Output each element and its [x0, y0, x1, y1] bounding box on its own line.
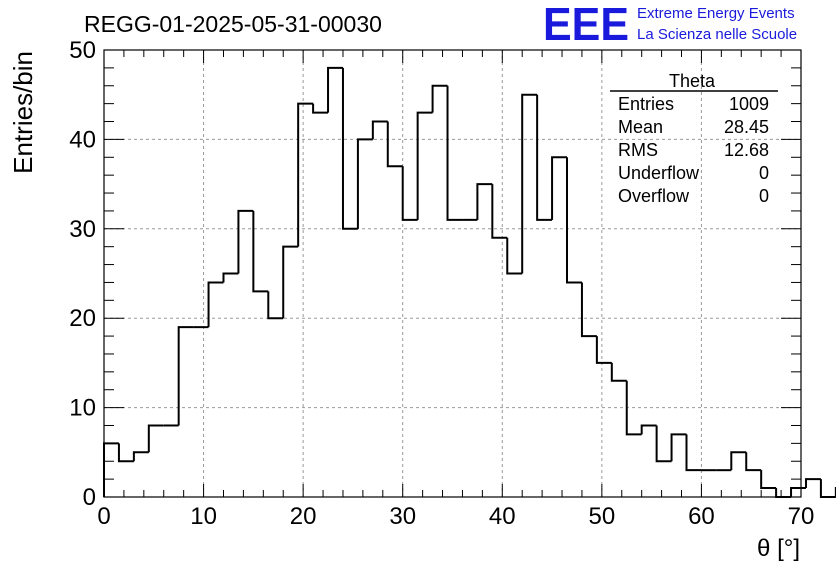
y-tick-label: 10 — [69, 395, 96, 422]
histogram-bin — [745, 452, 762, 472]
y-tick-label: 40 — [69, 126, 96, 153]
histogram-bin — [207, 281, 224, 328]
x-tick-label: 10 — [190, 503, 217, 530]
histogram-bin — [580, 282, 597, 338]
histogram-bin — [760, 470, 777, 490]
eee-logo: EEE Extreme Energy Events La Scienza nel… — [543, 0, 797, 50]
histogram-bin — [341, 67, 358, 230]
histogram-bin — [670, 433, 687, 462]
histogram-bin — [730, 451, 747, 471]
x-tick-label: 50 — [589, 503, 616, 530]
logo-line-1: Extreme Energy Events — [637, 5, 795, 22]
histogram-bin — [386, 121, 403, 168]
histogram-bin — [566, 157, 582, 284]
histogram-bin — [237, 209, 254, 274]
histogram-bin — [536, 94, 553, 221]
x-tick-label: 40 — [489, 503, 516, 530]
logo-line-2: La Scienza nelle Scuole — [637, 26, 797, 43]
histogram-bin — [595, 336, 612, 364]
histogram-bin — [446, 85, 463, 221]
histogram-bin — [819, 479, 836, 498]
histogram-bin — [431, 84, 448, 113]
y-tick-label: 30 — [69, 216, 96, 243]
histogram-bin — [117, 443, 134, 463]
stats-row-label: Underflow — [618, 163, 700, 183]
histogram-bin — [521, 93, 538, 274]
histogram-bin — [416, 111, 433, 220]
x-tick-label: 30 — [389, 503, 416, 530]
y-tick-label: 50 — [69, 37, 96, 64]
y-tick-label: 0 — [83, 484, 96, 511]
histogram-bin — [222, 272, 239, 283]
histogram-bin — [491, 184, 508, 239]
histogram-bin — [610, 362, 627, 382]
histogram-bin — [655, 425, 672, 463]
histogram-bin — [312, 103, 329, 114]
stats-row-label: Mean — [618, 117, 663, 137]
x-tick-label: 0 — [97, 503, 110, 530]
stats-row-label: RMS — [618, 140, 658, 160]
histogram-bin — [371, 120, 388, 140]
histogram-bin — [640, 424, 657, 435]
stats-row-label: Entries — [618, 94, 674, 114]
histogram-bin — [685, 434, 702, 472]
histogram-bin — [252, 210, 269, 293]
histogram-bin — [625, 380, 642, 436]
histogram-bin — [297, 102, 314, 247]
stats-row-value: 0 — [759, 186, 769, 206]
stats-row-label: Overflow — [618, 186, 690, 206]
stats-rows: Entries 1009 Mean 28.45 RMS 12.68 Underflow 0 Ov… — [618, 94, 769, 206]
stats-row-value: 12.68 — [724, 140, 769, 160]
x-tick-label: 70 — [788, 503, 815, 530]
grid-lines — [104, 50, 801, 497]
plot-frame — [103, 49, 802, 498]
y-axis-label: Entries/bin — [8, 51, 38, 174]
stats-box-title: Theta — [669, 71, 716, 91]
histogram-bin — [327, 66, 343, 113]
histogram-bin — [147, 424, 164, 453]
x-tick-label: 20 — [290, 503, 317, 530]
histogram-bin — [282, 245, 299, 319]
histogram-bin — [177, 326, 194, 426]
stats-box: Theta Entries 1009 Mean 28.45 RMS 12.68 Underf… — [610, 71, 778, 206]
tick-labels: 0 10 20 30 40 50 60 70 0 10 20 30 40 50 — [69, 37, 814, 530]
eee-logo-text: EEE — [543, 0, 629, 50]
histogram-bin — [132, 451, 149, 462]
histogram-bin — [506, 237, 523, 275]
histogram-bin — [551, 156, 568, 220]
histogram-bin — [356, 138, 373, 229]
histogram-bin — [804, 478, 821, 489]
histogram-bin — [401, 166, 418, 221]
histogram-bin — [267, 291, 284, 320]
y-tick-label: 20 — [69, 305, 96, 332]
stats-row-value: 1009 — [729, 94, 769, 114]
stats-row-value: 0 — [759, 163, 769, 183]
x-axis-label: θ [°] — [757, 535, 800, 562]
x-tick-label: 60 — [688, 503, 715, 530]
stats-row-value: 28.45 — [724, 117, 769, 137]
histogram-bin — [476, 183, 493, 220]
chart-title: REGG-01-2025-05-31-00030 — [84, 11, 382, 37]
